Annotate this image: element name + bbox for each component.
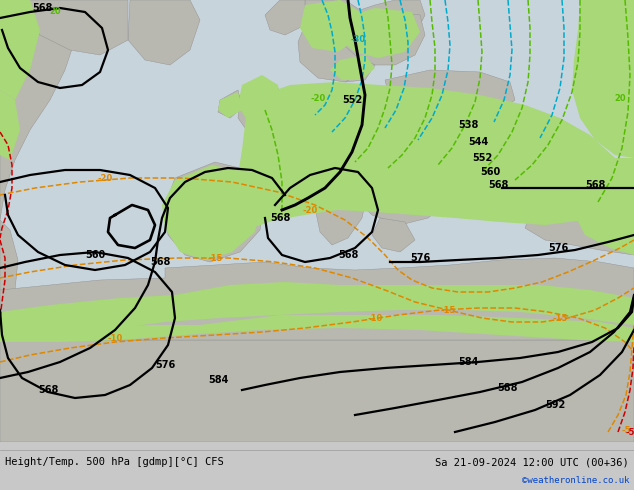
Text: 568: 568 <box>585 180 605 190</box>
Polygon shape <box>0 340 634 442</box>
Polygon shape <box>385 70 515 118</box>
Polygon shape <box>298 20 375 82</box>
Polygon shape <box>0 282 634 338</box>
Polygon shape <box>0 0 128 55</box>
Text: 568: 568 <box>32 3 52 13</box>
Polygon shape <box>300 0 360 52</box>
Text: -15: -15 <box>440 305 456 315</box>
Text: 544: 544 <box>468 137 488 147</box>
Polygon shape <box>265 0 305 35</box>
Text: 576: 576 <box>410 253 430 263</box>
Polygon shape <box>338 10 425 65</box>
Polygon shape <box>338 8 420 58</box>
Polygon shape <box>0 0 40 100</box>
Text: 552: 552 <box>472 153 492 163</box>
Polygon shape <box>450 168 608 222</box>
Text: 576: 576 <box>548 243 568 253</box>
Text: 592: 592 <box>545 400 565 410</box>
Polygon shape <box>218 92 242 118</box>
Text: -30: -30 <box>351 35 366 45</box>
Polygon shape <box>372 218 415 252</box>
Text: ©weatheronline.co.uk: ©weatheronline.co.uk <box>522 475 629 485</box>
Polygon shape <box>238 82 285 138</box>
Text: -15: -15 <box>207 253 223 263</box>
Polygon shape <box>245 130 318 182</box>
Polygon shape <box>162 165 262 260</box>
Polygon shape <box>0 90 20 160</box>
Polygon shape <box>218 90 242 118</box>
Text: 20: 20 <box>614 94 626 102</box>
Text: 584: 584 <box>458 357 478 367</box>
Text: 560: 560 <box>85 250 105 260</box>
Polygon shape <box>355 158 450 225</box>
Text: 584: 584 <box>208 375 228 385</box>
Text: -10: -10 <box>367 314 383 322</box>
Text: 538: 538 <box>458 120 478 130</box>
Polygon shape <box>0 220 18 340</box>
Text: -20: -20 <box>302 205 318 215</box>
Text: 568: 568 <box>38 385 58 395</box>
Text: Height/Temp. 500 hPa [gdmp][°C] CFS: Height/Temp. 500 hPa [gdmp][°C] CFS <box>5 457 224 467</box>
Text: -20: -20 <box>98 173 113 182</box>
Text: -15: -15 <box>552 314 567 322</box>
Polygon shape <box>0 315 634 342</box>
Text: 568: 568 <box>270 213 290 223</box>
Text: 20: 20 <box>49 7 61 17</box>
Polygon shape <box>525 210 634 255</box>
Text: 568: 568 <box>488 180 508 190</box>
Text: -5: -5 <box>625 427 634 437</box>
Polygon shape <box>330 55 375 80</box>
Polygon shape <box>312 158 368 245</box>
Text: 568: 568 <box>338 250 358 260</box>
Polygon shape <box>572 0 634 158</box>
Polygon shape <box>0 258 634 340</box>
Polygon shape <box>128 0 200 65</box>
Polygon shape <box>305 115 455 165</box>
Text: -20: -20 <box>311 94 326 102</box>
Polygon shape <box>330 55 375 82</box>
Text: -5: -5 <box>621 425 631 435</box>
Text: 568: 568 <box>150 257 170 267</box>
Text: 588: 588 <box>498 383 518 393</box>
Polygon shape <box>572 158 634 255</box>
Text: Sa 21-09-2024 12:00 UTC (00+36): Sa 21-09-2024 12:00 UTC (00+36) <box>436 457 629 467</box>
Polygon shape <box>165 162 265 262</box>
Polygon shape <box>305 0 425 70</box>
Polygon shape <box>0 340 8 410</box>
Text: -10: -10 <box>107 334 122 343</box>
Polygon shape <box>0 0 75 220</box>
Polygon shape <box>315 118 455 165</box>
Polygon shape <box>235 82 625 228</box>
Text: 552: 552 <box>342 95 362 105</box>
Polygon shape <box>238 75 282 128</box>
Text: 576: 576 <box>155 360 175 370</box>
Text: 560: 560 <box>480 167 500 177</box>
